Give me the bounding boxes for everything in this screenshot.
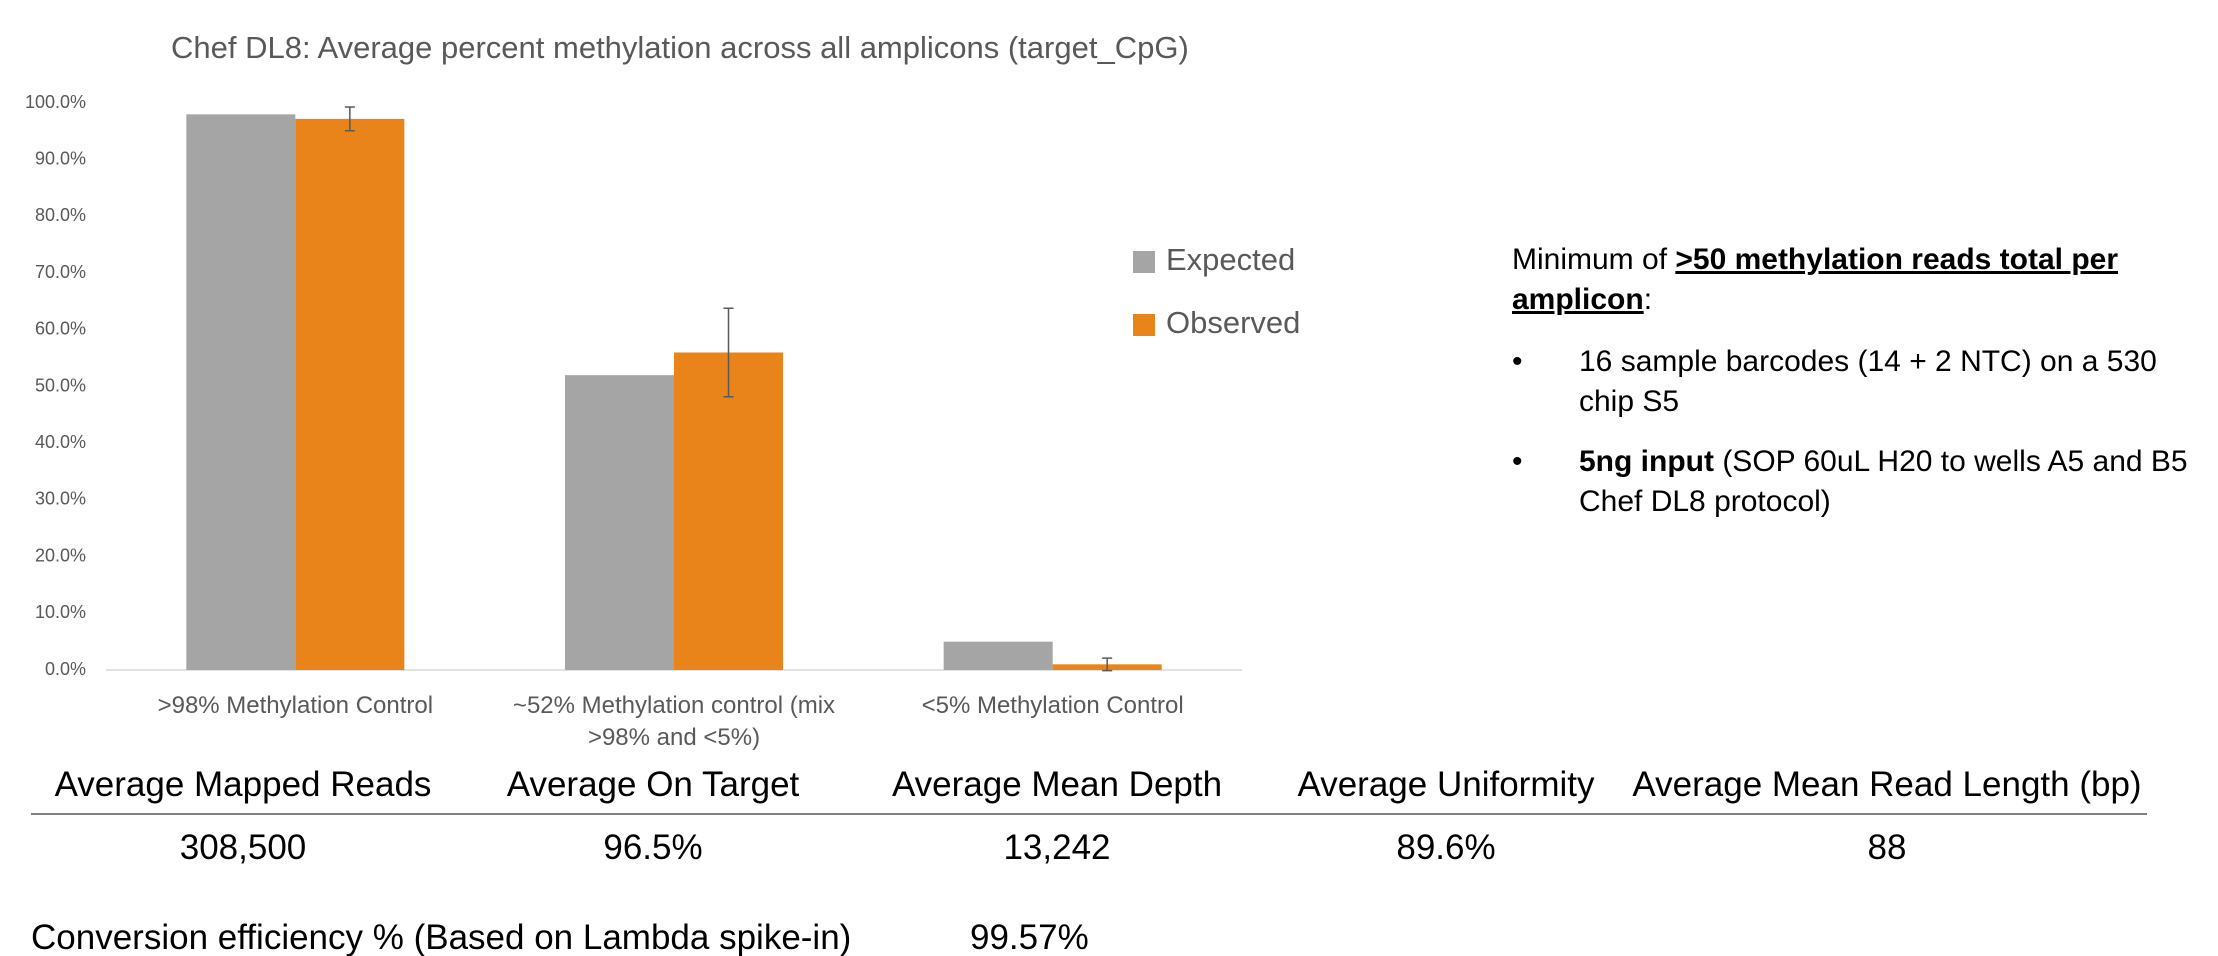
y-tick-label: 50.0% <box>35 375 86 395</box>
bullet: 16 sample barcodes (14 + 2 NTC) on a 530… <box>1512 342 2212 422</box>
y-tick-label: 100.0% <box>25 92 86 112</box>
table-cell: 13,242 <box>1003 828 1111 867</box>
bar <box>943 641 1053 670</box>
bullet-text: (SOP 60uL H20 to wells A5 and B5 Chef DL… <box>1579 445 2188 518</box>
table-cell: 89.6% <box>1396 828 1496 867</box>
intro-end: : <box>1643 283 1653 316</box>
y-tick-label: 40.0% <box>35 432 86 452</box>
bar <box>295 118 405 671</box>
table-cell: 308,500 <box>179 828 307 867</box>
error-bar <box>344 106 355 132</box>
conversion-label: Conversion efficiency % (Based on Lambda… <box>31 918 852 956</box>
y-tick-label: 80.0% <box>35 205 86 225</box>
notes: Minimum of >50 methylation reads total p… <box>1512 240 2212 542</box>
table-header: Average Mean Depth <box>891 765 1223 804</box>
legend-swatch <box>1133 314 1155 336</box>
bar <box>186 114 296 671</box>
bullet-bold: 5ng input <box>1579 445 1714 478</box>
table-rule <box>31 813 2147 815</box>
y-tick-label: 10.0% <box>35 602 86 622</box>
legend-label: Expected <box>1166 242 1295 277</box>
legend-swatch <box>1133 251 1155 273</box>
y-tick-label: 70.0% <box>35 262 86 282</box>
table-header: Average Uniformity <box>1297 765 1595 804</box>
legend-label: Observed <box>1166 305 1300 340</box>
intro-bold: >50 methylation reads total per amplicon <box>1512 243 2119 316</box>
x-tick-label: <5% Methylation Control <box>921 692 1184 719</box>
y-tick-label: 20.0% <box>35 545 86 565</box>
x-tick-label: >98% Methylation Control <box>157 692 434 719</box>
error-bar <box>723 307 734 398</box>
notes-intro: Minimum of >50 methylation reads total p… <box>1512 240 2212 320</box>
table-cell: 88 <box>1867 828 1907 867</box>
bullets: 16 sample barcodes (14 + 2 NTC) on a 530… <box>1512 342 2212 522</box>
y-tick-label: 60.0% <box>35 319 86 339</box>
y-tick-label: 0.0% <box>45 659 86 679</box>
x-tick-label: ~52% Methylation control (mix >98% and <… <box>512 692 836 751</box>
bullet-text: 16 sample barcodes (14 + 2 NTC) on a 530… <box>1579 345 2157 418</box>
table-header: Average On Target <box>506 765 800 804</box>
chart-title: Chef DL8: Average percent methylation ac… <box>171 30 1189 65</box>
bar <box>565 375 674 670</box>
conversion-value: 99.57% <box>970 918 1089 956</box>
bar <box>674 352 783 670</box>
y-tick-label: 30.0% <box>35 489 86 509</box>
table-cell: 96.5% <box>603 828 703 867</box>
table-header: Average Mapped Reads <box>54 765 432 804</box>
y-tick-label: 90.0% <box>35 148 86 168</box>
table-header: Average Mean Read Length (bp) <box>1632 765 2142 804</box>
error-bar <box>1102 657 1113 672</box>
bullet: 5ng input (SOP 60uL H20 to wells A5 and … <box>1512 442 2212 522</box>
intro-text: Minimum of <box>1512 243 1676 276</box>
